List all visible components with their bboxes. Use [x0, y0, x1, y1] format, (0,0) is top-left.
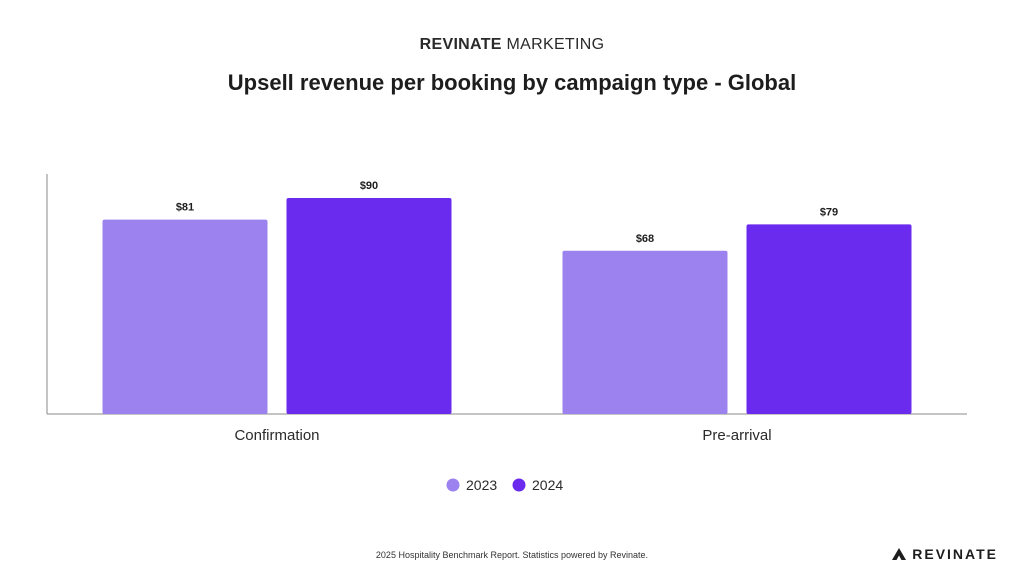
bar-pre-arrival-2024 — [746, 224, 912, 414]
legend-label-2024: 2024 — [532, 477, 563, 493]
footer-logo: REVINATE — [892, 546, 998, 562]
chart-title: Upsell revenue per booking by campaign t… — [227, 70, 797, 95]
footer-note: 2025 Hospitality Benchmark Report. Stati… — [375, 550, 649, 560]
footer-logo-text: REVINATE — [912, 546, 998, 562]
bar-confirmation-2024 — [286, 198, 452, 414]
data-label: $79 — [820, 206, 838, 218]
brand-header-strong: REVINATE — [419, 36, 502, 53]
legend-label-2023: 2023 — [466, 477, 497, 493]
brand-header-rest: MARKETING — [506, 36, 605, 53]
bar-confirmation-2023 — [102, 219, 268, 414]
legend-marker-2023 — [446, 478, 460, 492]
brand-header: REVINATE MARKETING — [0, 36, 1024, 54]
data-label: $90 — [360, 180, 378, 192]
x-tick-label: Pre-arrival — [702, 427, 771, 444]
data-label: $81 — [176, 202, 194, 214]
data-label: $68 — [636, 233, 654, 245]
bar-pre-arrival-2023 — [562, 250, 728, 414]
x-tick-label: Confirmation — [234, 427, 319, 444]
legend-marker-2024 — [512, 478, 526, 492]
revinate-logo-icon — [892, 548, 907, 560]
